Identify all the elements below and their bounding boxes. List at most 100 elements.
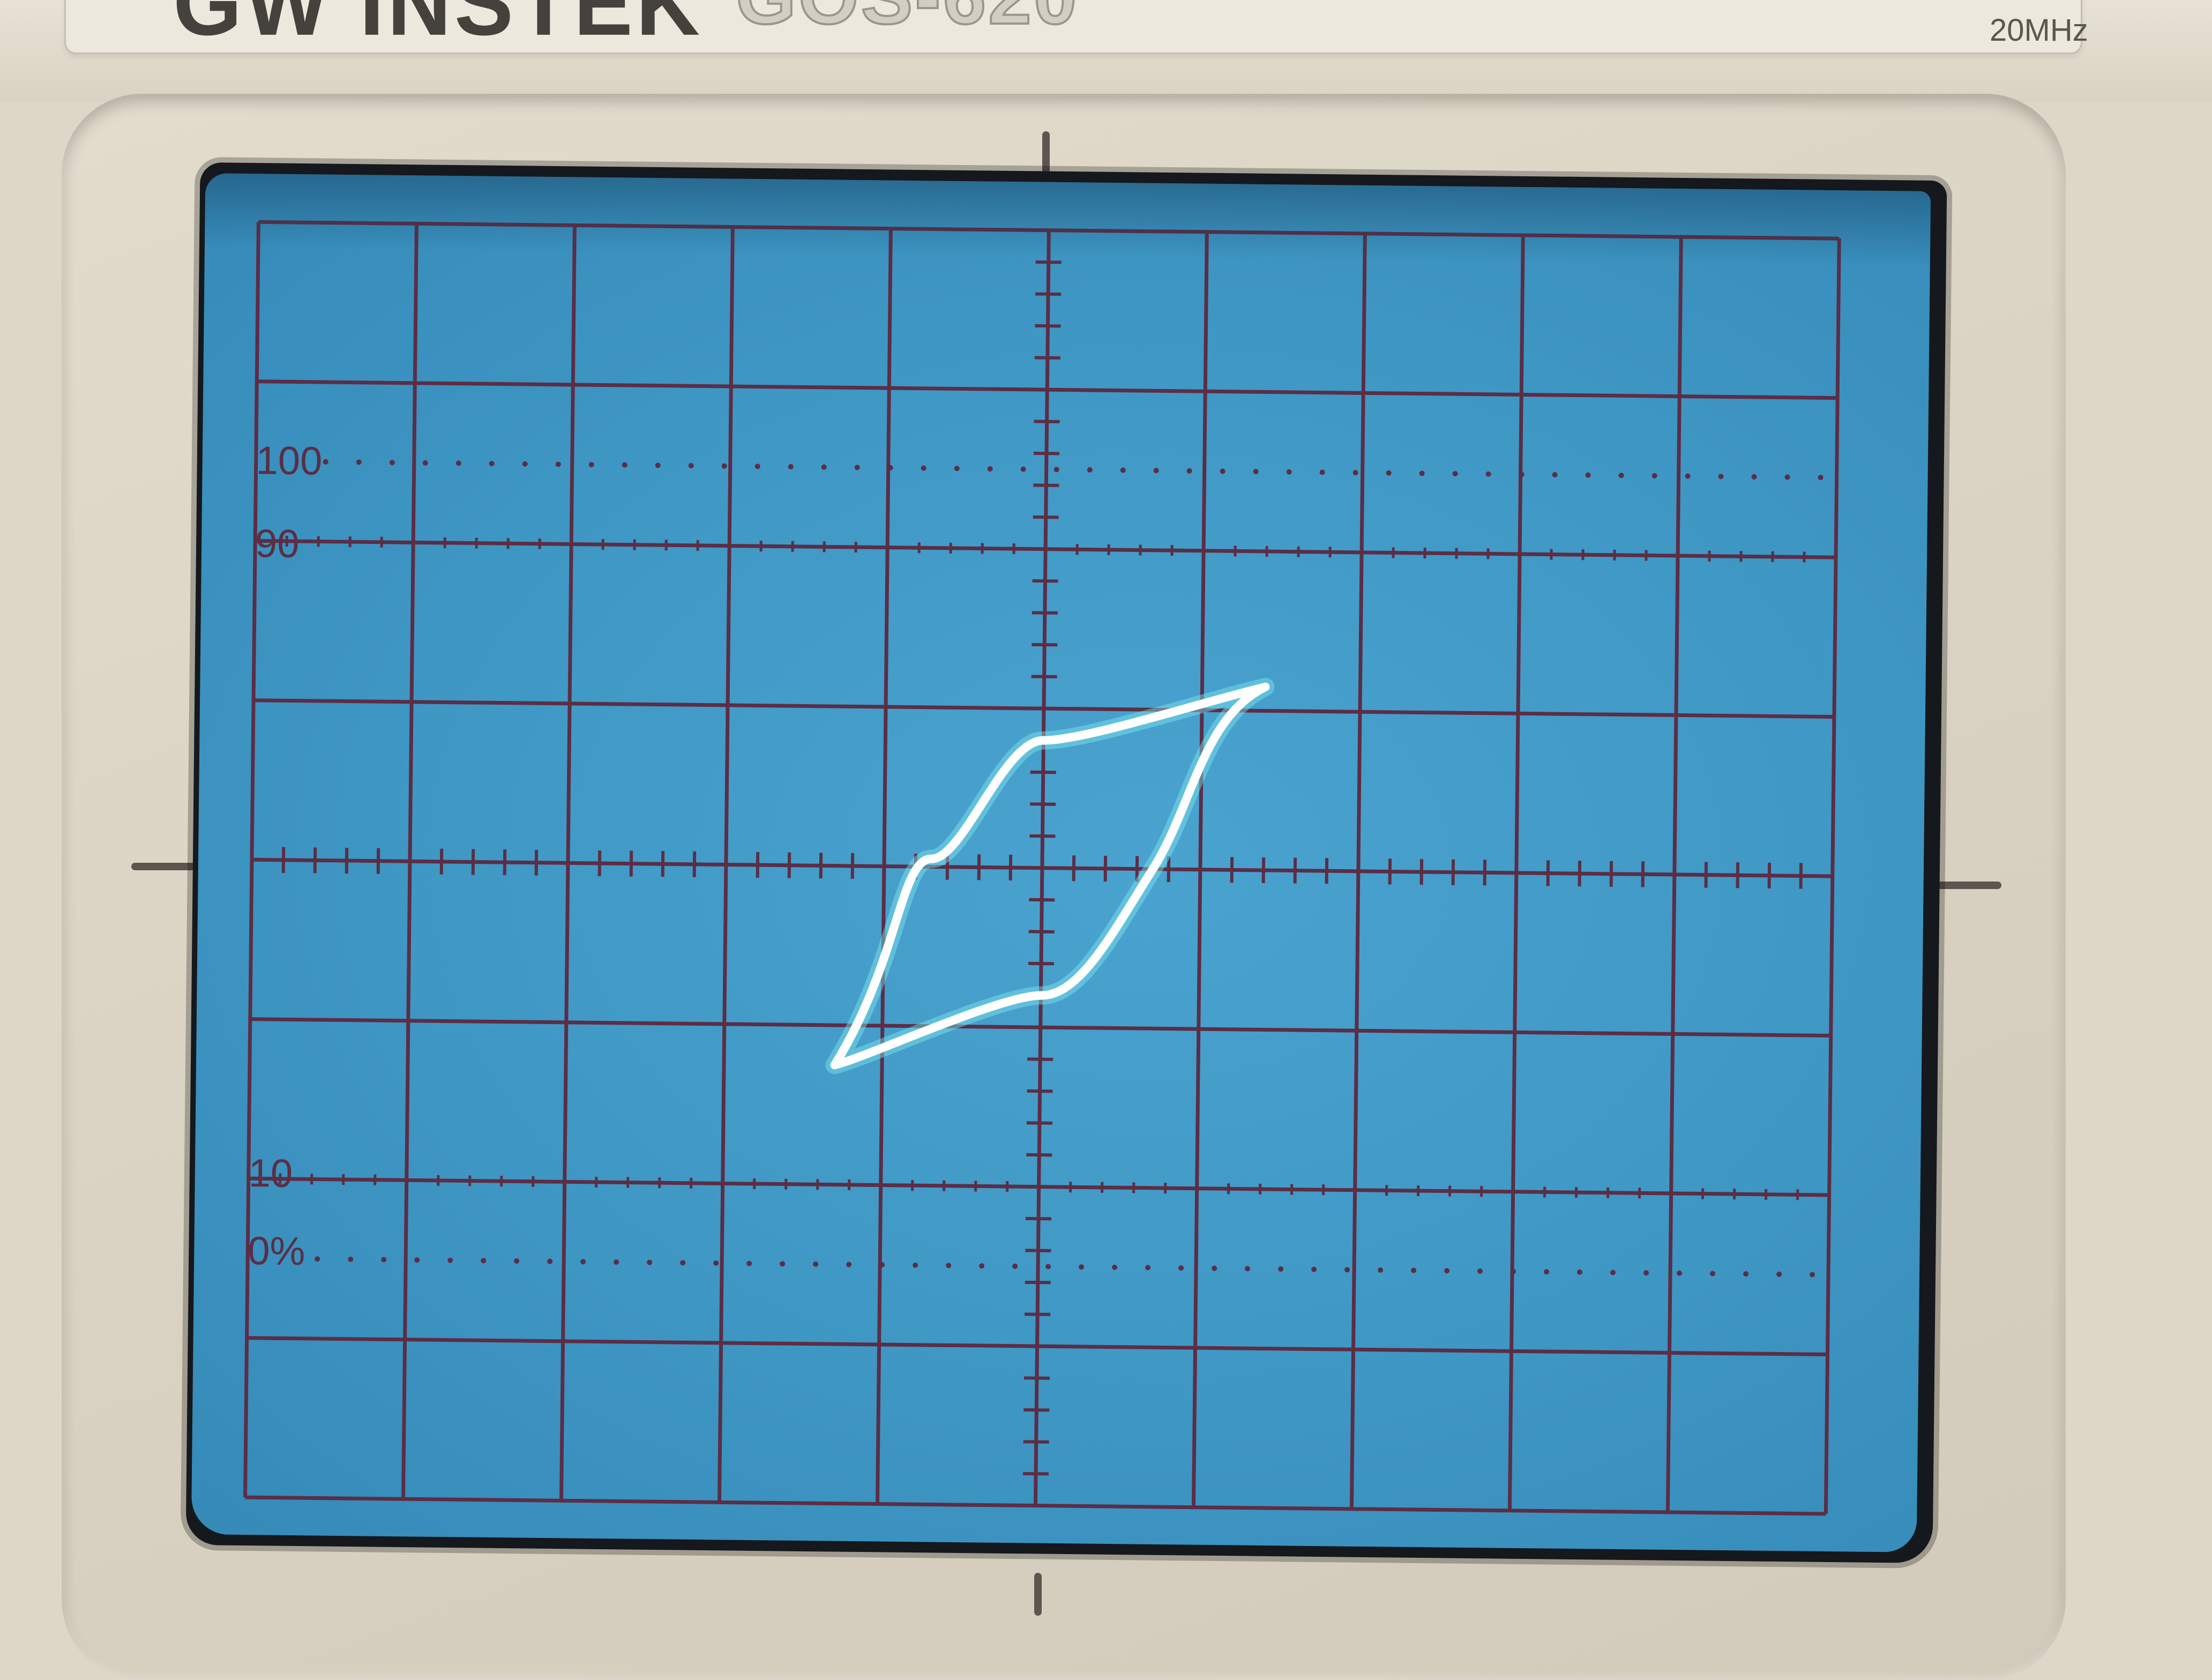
dotted-line-dot <box>489 461 495 466</box>
dotted-line-dot <box>1486 472 1491 477</box>
dotted-line-dot <box>423 460 428 466</box>
scale-label-90: 90 <box>255 521 300 566</box>
minor-tick-x <box>726 852 727 877</box>
dotted-line-dot <box>1253 469 1259 474</box>
dotted-line-dot <box>1320 469 1325 475</box>
dotted-line-dot <box>1120 467 1126 473</box>
dotted-line-dot <box>447 1258 453 1263</box>
minor-tick-x <box>1295 858 1296 884</box>
dotted-line-dot <box>1220 468 1225 474</box>
minor-tick-x <box>378 848 379 874</box>
dotted-line-dot <box>1411 1268 1416 1273</box>
dotted-line-dot <box>988 466 993 472</box>
dotted-line-dot <box>713 1260 719 1266</box>
minor-tick-x <box>1358 858 1359 884</box>
minor-tick-y <box>1033 517 1059 518</box>
minor-tick-x <box>789 853 790 878</box>
dotted-line-dot <box>1154 468 1159 473</box>
dotted-line-dot <box>913 1263 918 1268</box>
dotted-line-dot <box>614 1259 619 1265</box>
dotted-line-dot <box>1353 470 1358 475</box>
device-type-label: Oscilloscope <box>1893 0 2069 1</box>
dotted-line-dot <box>622 462 627 468</box>
minor-tick-x <box>283 847 284 873</box>
dotted-line-dot <box>946 1263 951 1268</box>
dotted-line-dot <box>522 461 528 467</box>
dotted-line-dot <box>746 1261 752 1266</box>
dotted-line-dot <box>1287 469 1292 475</box>
dotted-line-dot <box>788 464 794 469</box>
minor-tick-x <box>1105 856 1106 882</box>
minor-tick-x <box>631 851 632 877</box>
dotted-line-dot <box>921 465 926 471</box>
minor-tick-y <box>1027 1091 1053 1092</box>
dotted-line-dot <box>1776 1272 1782 1277</box>
minor-tick-x <box>536 850 537 876</box>
dotted-line-dot <box>315 1256 320 1261</box>
minor-tick-x <box>568 850 569 876</box>
dotted-line-dot <box>1610 1270 1616 1275</box>
scale-label-0-percent: 0% <box>248 1228 305 1273</box>
dotted-line-dot <box>1785 474 1790 480</box>
dotted-line-dot <box>381 1257 386 1263</box>
graticule-grid <box>245 222 1840 1514</box>
dotted-line-dot <box>1344 1267 1350 1272</box>
minor-tick-x <box>884 854 885 879</box>
dotted-line-dot <box>1477 1268 1483 1274</box>
dotted-line-dot <box>1054 467 1059 472</box>
dotted-line-dot <box>1311 1267 1317 1272</box>
dotted-line-dot <box>1586 472 1591 477</box>
dotted-line-dot <box>356 459 362 465</box>
minor-tick-y <box>1025 1314 1050 1315</box>
bandwidth-label: 20MHz <box>1990 12 2088 48</box>
minor-tick-x <box>1769 863 1770 888</box>
crt-screen: 100 90 10 0% <box>191 173 1931 1552</box>
dotted-line-dot <box>1112 1265 1117 1270</box>
dotted-line-dot <box>680 1260 685 1265</box>
dotted-line-dot <box>514 1258 519 1264</box>
minor-tick-y <box>1029 931 1055 932</box>
dotted-line-dot <box>1444 1268 1449 1273</box>
minor-tick-x <box>473 849 474 875</box>
brand-plate: GW INSTEK GOS-620 Oscilloscope 20MHz <box>64 0 2082 54</box>
minor-tick-y <box>1036 262 1062 263</box>
minor-tick-x <box>979 854 980 880</box>
graticule: 100 90 10 0% <box>191 173 1931 1552</box>
dotted-line-dot <box>1386 471 1392 476</box>
minor-tick-x <box>694 852 695 877</box>
dotted-line-dot <box>556 461 561 467</box>
minor-tick-y <box>1030 772 1056 773</box>
minor-tick-x <box>1516 860 1517 886</box>
dotted-line-dot <box>1212 1266 1217 1271</box>
minor-tick-x <box>1390 858 1391 884</box>
dotted-line-dot <box>1677 1271 1682 1276</box>
dotted-line-dot <box>1378 1267 1383 1273</box>
dotted-line-dot <box>1012 1264 1018 1269</box>
dotted-line-dot <box>1643 1270 1649 1275</box>
minor-tick-y <box>1025 1282 1051 1283</box>
dotted-line-dot <box>1752 474 1757 480</box>
dotted-line-dot <box>855 465 860 470</box>
bezel-mark-right <box>1937 882 2001 889</box>
dotted-line-dot <box>456 460 461 466</box>
minor-tick-y <box>1031 708 1057 709</box>
dotted-line-dot <box>1419 471 1425 476</box>
dotted-line-dot <box>1544 1269 1549 1274</box>
dotted-line-dot <box>722 464 727 469</box>
dotted-line-dot <box>1021 466 1026 472</box>
dotted-line-dot <box>1652 473 1657 479</box>
dotted-line-dot <box>647 1260 652 1265</box>
minor-tick-x <box>1611 861 1612 887</box>
dotted-line-dot <box>1178 1265 1184 1271</box>
dotted-line-dot <box>1552 472 1558 477</box>
dotted-line-dot <box>1577 1270 1582 1275</box>
dotted-line-dot <box>1278 1266 1283 1272</box>
dotted-line-dot <box>813 1261 818 1267</box>
dotted-line-dot <box>846 1262 851 1267</box>
dotted-line-dot <box>547 1259 552 1264</box>
bezel-mark-left <box>131 863 196 870</box>
dotted-line-dot <box>821 465 827 470</box>
minor-tick-y <box>1028 1027 1053 1028</box>
dotted-line-dot <box>589 462 594 467</box>
dotted-line-dot <box>1079 1264 1084 1270</box>
